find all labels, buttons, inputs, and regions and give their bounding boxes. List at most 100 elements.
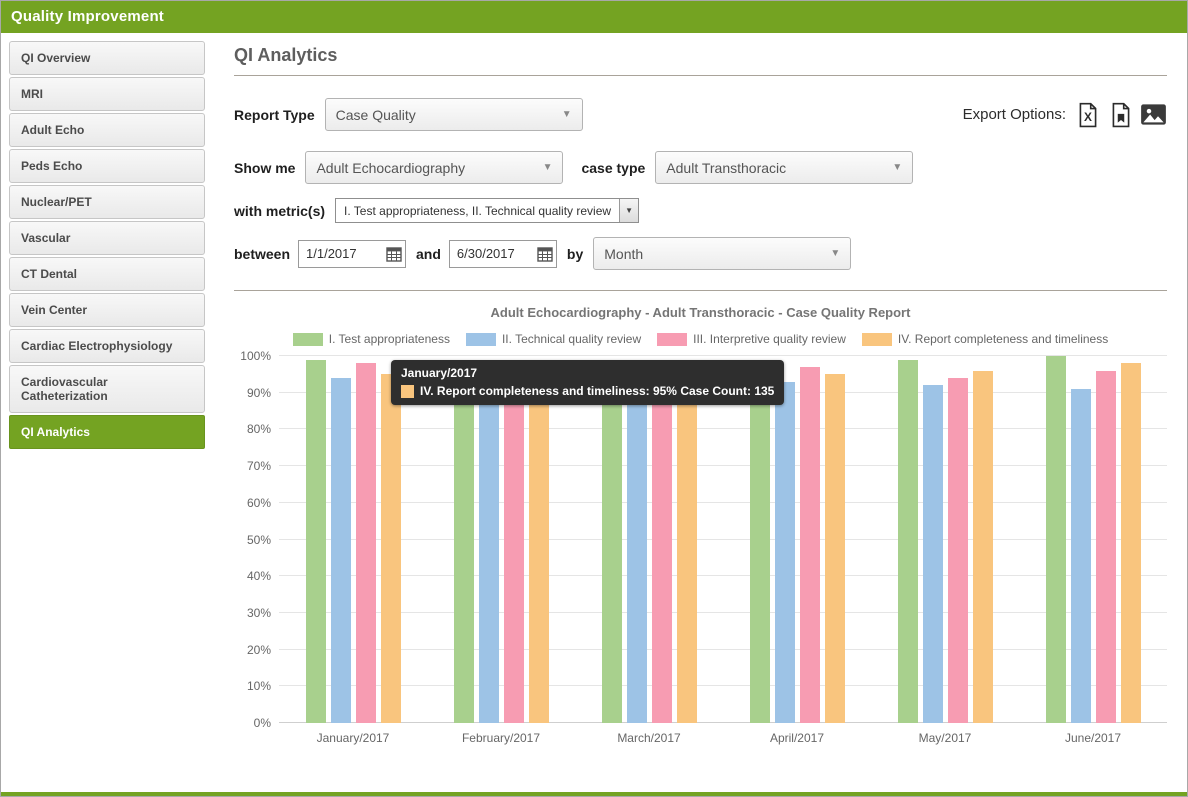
gridline bbox=[279, 355, 1167, 356]
chart-bar[interactable] bbox=[478, 374, 499, 723]
page-title-divider: QI Analytics bbox=[234, 45, 1167, 76]
legend-swatch bbox=[465, 332, 496, 346]
report-type-value: Case Quality bbox=[335, 106, 416, 123]
sidebar-item-mri[interactable]: MRI bbox=[9, 77, 205, 111]
sidebar-item-cardiac-electrophysiology[interactable]: Cardiac Electrophysiology bbox=[9, 329, 205, 363]
bottom-accent-bar bbox=[1, 792, 1187, 796]
chart-bar[interactable] bbox=[897, 359, 918, 723]
sidebar-item-ct-dental[interactable]: CT Dental bbox=[9, 257, 205, 291]
chart-bar[interactable] bbox=[330, 378, 351, 723]
page-title: QI Analytics bbox=[234, 45, 338, 65]
y-axis-label: 10% bbox=[246, 679, 271, 694]
y-axis-label: 0% bbox=[253, 716, 271, 730]
x-axis: January/2017 February/2017 March/2017 April… bbox=[279, 731, 1167, 745]
app-title: Quality Improvement bbox=[11, 8, 165, 25]
y-axis-label: 40% bbox=[246, 569, 271, 584]
calendar-icon[interactable] bbox=[383, 241, 405, 267]
gridline bbox=[279, 501, 1167, 503]
chart-bar[interactable] bbox=[824, 374, 845, 723]
sidebar-item-qi-overview[interactable]: QI Overview bbox=[9, 41, 205, 75]
by-label: by bbox=[566, 245, 584, 262]
gridline bbox=[279, 465, 1167, 467]
gridline bbox=[279, 538, 1167, 540]
bar-group bbox=[897, 356, 993, 723]
chevron-down-icon: ▼ bbox=[561, 109, 572, 120]
chart-bar[interactable] bbox=[972, 370, 993, 723]
chart-title: Adult Echocardiography - Adult Transthor… bbox=[490, 305, 911, 320]
sidebar-item-peds-echo[interactable]: Peds Echo bbox=[9, 149, 205, 183]
case-type-value: Adult Transthoracic bbox=[666, 159, 787, 176]
and-label: and bbox=[416, 245, 441, 262]
chart-bar[interactable] bbox=[355, 363, 376, 723]
date-from-box bbox=[298, 239, 407, 268]
gridline bbox=[279, 722, 1167, 723]
chart-bar[interactable] bbox=[453, 359, 474, 723]
case-type-dropdown[interactable]: Adult Transthoracic ▼ bbox=[655, 151, 914, 184]
legend-item[interactable]: II. Technical quality review bbox=[465, 332, 642, 346]
chart-bar[interactable] bbox=[799, 367, 820, 723]
legend-item[interactable]: IV. Report completeness and timeliness bbox=[861, 332, 1109, 346]
interval-value: Month bbox=[604, 245, 644, 262]
main-content: QI Analytics Report Type Case Quality ▼ … bbox=[234, 45, 1167, 745]
chart-legend: I. Test appropriateness II. Technical qua… bbox=[234, 332, 1167, 346]
metrics-select[interactable]: I. Test appropriateness, II. Technical q… bbox=[335, 198, 640, 223]
legend-label: I. Test appropriateness bbox=[328, 332, 450, 346]
date-from-input[interactable] bbox=[299, 246, 384, 261]
y-axis-label: 70% bbox=[246, 459, 271, 474]
tooltip-text: IV. Report completeness and timeliness: … bbox=[420, 384, 775, 398]
gridline bbox=[279, 575, 1167, 577]
legend-swatch bbox=[292, 332, 323, 346]
sidebar-item-cardiovascular-catheterization[interactable]: Cardiovascular Catheterization bbox=[9, 365, 205, 413]
x-axis-label: January/2017 bbox=[316, 731, 390, 745]
export-pdf-icon[interactable] bbox=[1107, 101, 1134, 128]
sidebar-item-qi-analytics[interactable]: QI Analytics bbox=[9, 415, 205, 449]
gridline bbox=[279, 648, 1167, 650]
show-me-label: Show me bbox=[234, 159, 296, 176]
export-excel-icon[interactable]: X bbox=[1074, 101, 1101, 128]
y-axis-label: 50% bbox=[246, 532, 271, 547]
chart-bar[interactable] bbox=[305, 359, 326, 723]
sidebar-item-nuclear-pet[interactable]: Nuclear/PET bbox=[9, 185, 205, 219]
calendar-icon[interactable] bbox=[534, 241, 556, 267]
chart-bar[interactable] bbox=[676, 370, 697, 723]
export-image-icon[interactable] bbox=[1140, 101, 1167, 128]
legend-label: III. Interpretive quality review bbox=[693, 332, 846, 346]
show-me-dropdown[interactable]: Adult Echocardiography ▼ bbox=[305, 151, 564, 184]
legend-label: II. Technical quality review bbox=[501, 332, 642, 346]
y-axis-label: 100% bbox=[240, 349, 271, 363]
x-axis-label: April/2017 bbox=[769, 731, 825, 745]
chart-bar[interactable] bbox=[1120, 363, 1141, 723]
legend-item[interactable]: I. Test appropriateness bbox=[292, 332, 450, 346]
show-me-value: Adult Echocardiography bbox=[316, 159, 466, 176]
chart-bar[interactable] bbox=[1045, 356, 1066, 723]
chart-bar[interactable] bbox=[651, 367, 672, 723]
report-type-dropdown[interactable]: Case Quality ▼ bbox=[324, 98, 583, 131]
chart-bar[interactable] bbox=[1070, 389, 1091, 723]
date-to-input[interactable] bbox=[449, 246, 534, 261]
legend-item[interactable]: III. Interpretive quality review bbox=[657, 332, 846, 346]
chart-bar[interactable] bbox=[922, 385, 943, 723]
y-axis-label: 60% bbox=[246, 495, 271, 510]
x-axis-label: March/2017 bbox=[617, 731, 681, 745]
legend-label: IV. Report completeness and timeliness bbox=[897, 332, 1109, 346]
chart-tooltip: January/2017 IV. Report completeness and… bbox=[391, 360, 785, 405]
chart-bar[interactable] bbox=[774, 381, 795, 723]
report-type-label: Report Type bbox=[234, 106, 315, 123]
chart-bar[interactable] bbox=[626, 378, 647, 723]
sidebar-item-adult-echo[interactable]: Adult Echo bbox=[9, 113, 205, 147]
sidebar-item-vein-center[interactable]: Vein Center bbox=[9, 293, 205, 327]
plot-area: January/2017 IV. Report completeness and… bbox=[279, 355, 1167, 723]
chart-bar[interactable] bbox=[503, 367, 524, 723]
chart-bar[interactable] bbox=[947, 378, 968, 723]
between-label: between bbox=[234, 245, 291, 262]
chart: Adult Echocardiography - Adult Transthor… bbox=[234, 305, 1167, 745]
x-axis-label: June/2017 bbox=[1064, 731, 1122, 745]
sidebar-item-vascular[interactable]: Vascular bbox=[9, 221, 205, 255]
chart-bar[interactable] bbox=[1095, 370, 1116, 723]
interval-dropdown[interactable]: Month ▼ bbox=[593, 237, 852, 270]
chart-bar[interactable] bbox=[601, 359, 622, 723]
chart-bar[interactable] bbox=[749, 359, 770, 723]
chart-bar[interactable] bbox=[380, 374, 401, 723]
chart-bar[interactable] bbox=[528, 370, 549, 723]
